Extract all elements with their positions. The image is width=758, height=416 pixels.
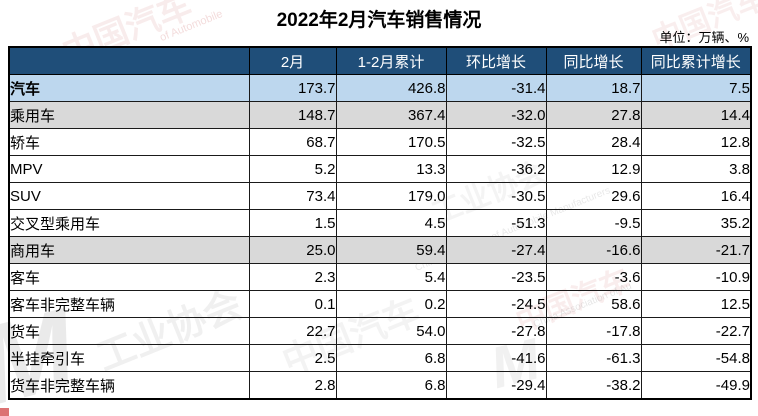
- row-label: 客车非完整车辆: [8, 290, 250, 318]
- cell-value: 6.8: [335, 371, 447, 400]
- cell-value: 3.8: [640, 155, 752, 183]
- red-corner-mark: [0, 408, 9, 416]
- cell-value: 148.7: [248, 101, 337, 129]
- cell-value: 18.7: [545, 74, 642, 102]
- cell-value: 2.3: [248, 263, 337, 291]
- cell-value: 54.0: [335, 317, 447, 345]
- cell-value: 5.2: [248, 155, 337, 183]
- row-label-column-header: [8, 46, 250, 75]
- row-label: 商用车: [8, 236, 250, 264]
- cell-value: -22.7: [640, 317, 752, 345]
- table-row: 半挂牵引车 2.5 6.8 -41.6 -61.3 -54.8: [8, 344, 752, 372]
- cell-value: 367.4: [335, 101, 447, 129]
- cell-value: -23.5: [445, 263, 547, 291]
- row-label: 客车: [8, 263, 250, 291]
- cell-value: 13.3: [335, 155, 447, 183]
- cell-value: -29.4: [445, 371, 547, 400]
- table-row: 客车 2.3 5.4 -23.5 -3.6 -10.9: [8, 263, 752, 291]
- table-row: 货车 22.7 54.0 -27.8 -17.8 -22.7: [8, 317, 752, 345]
- row-label: 货车非完整车辆: [8, 371, 250, 400]
- row-label: 乘用车: [8, 101, 250, 129]
- cell-value: 22.7: [248, 317, 337, 345]
- table-row: 汽车 173.7 426.8 -31.4 18.7 7.5: [8, 74, 752, 102]
- column-header: 同比增长: [545, 46, 642, 75]
- cell-value: -3.6: [545, 263, 642, 291]
- cell-value: -49.9: [640, 371, 752, 400]
- cell-value: -61.3: [545, 344, 642, 372]
- table-row: 交叉型乘用车 1.5 4.5 -51.3 -9.5 35.2: [8, 209, 752, 237]
- table-row: MPV 5.2 13.3 -36.2 12.9 3.8: [8, 155, 752, 183]
- cell-value: 27.8: [545, 101, 642, 129]
- row-label: 半挂牵引车: [8, 344, 250, 372]
- cell-value: 73.4: [248, 182, 337, 210]
- cell-value: 35.2: [640, 209, 752, 237]
- row-label: 汽车: [8, 74, 250, 102]
- row-label: MPV: [8, 155, 250, 183]
- cell-value: 179.0: [335, 182, 447, 210]
- table-row: 乘用车 148.7 367.4 -32.0 27.8 14.4: [8, 101, 752, 129]
- cell-value: -27.8: [445, 317, 547, 345]
- cell-value: 173.7: [248, 74, 337, 102]
- table-row: 商用车 25.0 59.4 -27.4 -16.6 -21.7: [8, 236, 752, 264]
- column-header: 同比累计增长: [640, 46, 752, 75]
- cell-value: 12.9: [545, 155, 642, 183]
- cell-value: -36.2: [445, 155, 547, 183]
- cell-value: 68.7: [248, 128, 337, 156]
- table-row: SUV 73.4 179.0 -30.5 29.6 16.4: [8, 182, 752, 210]
- cell-value: 25.0: [248, 236, 337, 264]
- column-header: 环比增长: [445, 46, 547, 75]
- cell-value: -21.7: [640, 236, 752, 264]
- cell-value: 59.4: [335, 236, 447, 264]
- cell-value: 2.5: [248, 344, 337, 372]
- column-header: 2月: [248, 46, 337, 75]
- table-header-row: 2月 1-2月累计 环比增长 同比增长 同比累计增长: [8, 46, 752, 75]
- cell-value: -31.4: [445, 74, 547, 102]
- cell-value: -27.4: [445, 236, 547, 264]
- cell-value: 16.4: [640, 182, 752, 210]
- cell-value: -32.0: [445, 101, 547, 129]
- auto-sales-table: 2月 1-2月累计 环比增长 同比增长 同比累计增长 汽车 173.7 426.8 -31.4…: [8, 46, 752, 400]
- cell-value: 28.4: [545, 128, 642, 156]
- cell-value: 6.8: [335, 344, 447, 372]
- cell-value: -30.5: [445, 182, 547, 210]
- cell-value: 1.5: [248, 209, 337, 237]
- cell-value: 170.5: [335, 128, 447, 156]
- row-label: 交叉型乘用车: [8, 209, 250, 237]
- cell-value: -10.9: [640, 263, 752, 291]
- cell-value: 2.8: [248, 371, 337, 400]
- cell-value: 58.6: [545, 290, 642, 318]
- cell-value: -32.5: [445, 128, 547, 156]
- cell-value: 426.8: [335, 74, 447, 102]
- cell-value: -41.6: [445, 344, 547, 372]
- row-label: 货车: [8, 317, 250, 345]
- cell-value: 4.5: [335, 209, 447, 237]
- cell-value: -9.5: [545, 209, 642, 237]
- cell-value: -54.8: [640, 344, 752, 372]
- row-label: SUV: [8, 182, 250, 210]
- cell-value: 14.4: [640, 101, 752, 129]
- cell-value: 12.8: [640, 128, 752, 156]
- cell-value: 5.4: [335, 263, 447, 291]
- cell-value: 0.1: [248, 290, 337, 318]
- cell-value: 0.2: [335, 290, 447, 318]
- table-row: 货车非完整车辆 2.8 6.8 -29.4 -38.2 -49.9: [8, 371, 752, 400]
- row-label: 轿车: [8, 128, 250, 156]
- cell-value: -17.8: [545, 317, 642, 345]
- cell-value: -51.3: [445, 209, 547, 237]
- cell-value: 12.5: [640, 290, 752, 318]
- cell-value: -24.5: [445, 290, 547, 318]
- unit-note: 单位：万辆、%: [659, 30, 749, 45]
- cell-value: 7.5: [640, 74, 752, 102]
- cell-value: 29.6: [545, 182, 642, 210]
- cell-value: -38.2: [545, 371, 642, 400]
- table-row: 客车非完整车辆 0.1 0.2 -24.5 58.6 12.5: [8, 290, 752, 318]
- cell-value: -16.6: [545, 236, 642, 264]
- column-header: 1-2月累计: [335, 46, 447, 75]
- page-title: 2022年2月汽车销售情况: [276, 10, 482, 31]
- table-row: 轿车 68.7 170.5 -32.5 28.4 12.8: [8, 128, 752, 156]
